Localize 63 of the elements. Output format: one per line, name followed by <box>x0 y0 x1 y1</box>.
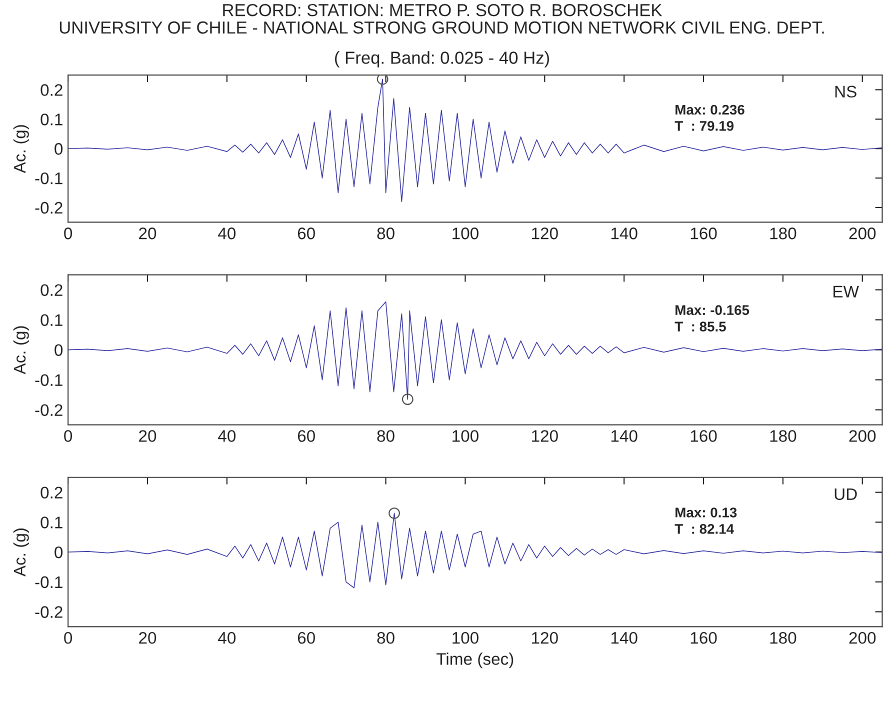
y-axis-title: Ac. (g) <box>13 326 29 374</box>
y-tick-label: 0.1 <box>40 114 62 126</box>
chart-subtitle: ( Freq. Band: 0.025 - 40 Hz) <box>335 51 550 68</box>
annotation: EW <box>834 286 859 298</box>
x-tick-label: 160 <box>690 430 717 442</box>
x-tick-label: 60 <box>298 430 315 442</box>
x-tick-label: 100 <box>452 228 478 240</box>
x-tick-label: 140 <box>611 430 638 442</box>
x-tick-label: 140 <box>611 228 638 240</box>
x-tick-label: 120 <box>532 632 558 644</box>
x-tick-label: 100 <box>452 632 478 644</box>
x-axis-title: Time (sec) <box>436 652 514 668</box>
x-tick-label: 20 <box>139 228 156 240</box>
y-tick-label: 0 <box>54 143 63 155</box>
x-tick-label: 160 <box>690 228 717 240</box>
x-tick-label: 200 <box>849 632 876 644</box>
annotation: T : 85.5 <box>674 322 726 332</box>
x-tick-label: 200 <box>849 228 876 240</box>
x-tick-label: 40 <box>218 228 236 240</box>
x-tick-label: 40 <box>218 632 236 644</box>
x-tick-label: 120 <box>532 228 558 240</box>
x-tick-label: 20 <box>139 632 156 644</box>
annotation: Max: 0.236 <box>676 104 744 115</box>
x-tick-label: 80 <box>377 228 394 240</box>
y-tick-label: -0.2 <box>35 606 62 618</box>
y-tick-label: -0.1 <box>35 374 62 386</box>
annotation: NS <box>835 86 856 98</box>
annotation: Max: -0.165 <box>676 305 750 315</box>
y-axis-title: Ac. (g) <box>13 528 29 577</box>
x-tick-label: 0 <box>64 228 72 240</box>
x-tick-label: 60 <box>298 632 315 644</box>
x-tick-label: 80 <box>377 430 394 442</box>
y-tick-label: -0.2 <box>35 404 62 416</box>
annotation: T : 82.14 <box>674 524 734 534</box>
x-tick-label: 180 <box>770 632 796 644</box>
y-tick-label: 0.1 <box>40 314 62 326</box>
x-tick-label: 60 <box>298 228 315 240</box>
chart-title: RECORD: STATION: METRO P. SOTO R. BOROSCHEK UNIVERSITY OF CHILE - NATIONAL STRONG GROUND MOTION NETWORK CIVIL ENG. DEPT. <box>60 4 824 34</box>
annotation: Max: 0.13 <box>676 508 737 518</box>
x-tick-label: 140 <box>611 632 638 644</box>
x-tick-label: 0 <box>64 632 72 644</box>
y-axis-title: Ac. (g) <box>13 125 29 174</box>
y-tick-label: -0.1 <box>35 576 62 588</box>
annotation: UD <box>834 488 857 500</box>
x-tick-label: 0 <box>64 430 72 442</box>
y-tick-label: 0 <box>54 344 63 356</box>
x-tick-label: 120 <box>532 430 558 442</box>
annotation: T : 79.19 <box>674 121 734 131</box>
y-tick-label: 0 <box>54 546 63 558</box>
x-tick-label: 20 <box>139 430 156 442</box>
x-tick-label: 80 <box>377 632 394 644</box>
y-tick-label: 0.2 <box>40 486 62 499</box>
x-tick-label: 100 <box>452 430 478 442</box>
y-tick-label: 0.1 <box>40 516 62 528</box>
x-tick-label: 160 <box>690 632 717 644</box>
y-tick-label: -0.2 <box>35 202 62 214</box>
x-tick-label: 180 <box>770 430 796 442</box>
x-tick-label: 40 <box>218 430 236 442</box>
x-tick-label: 200 <box>849 430 876 442</box>
y-tick-label: -0.1 <box>35 172 62 184</box>
x-tick-label: 180 <box>770 228 796 240</box>
y-tick-label: 0.2 <box>40 284 62 296</box>
y-tick-label: 0.2 <box>40 84 62 96</box>
